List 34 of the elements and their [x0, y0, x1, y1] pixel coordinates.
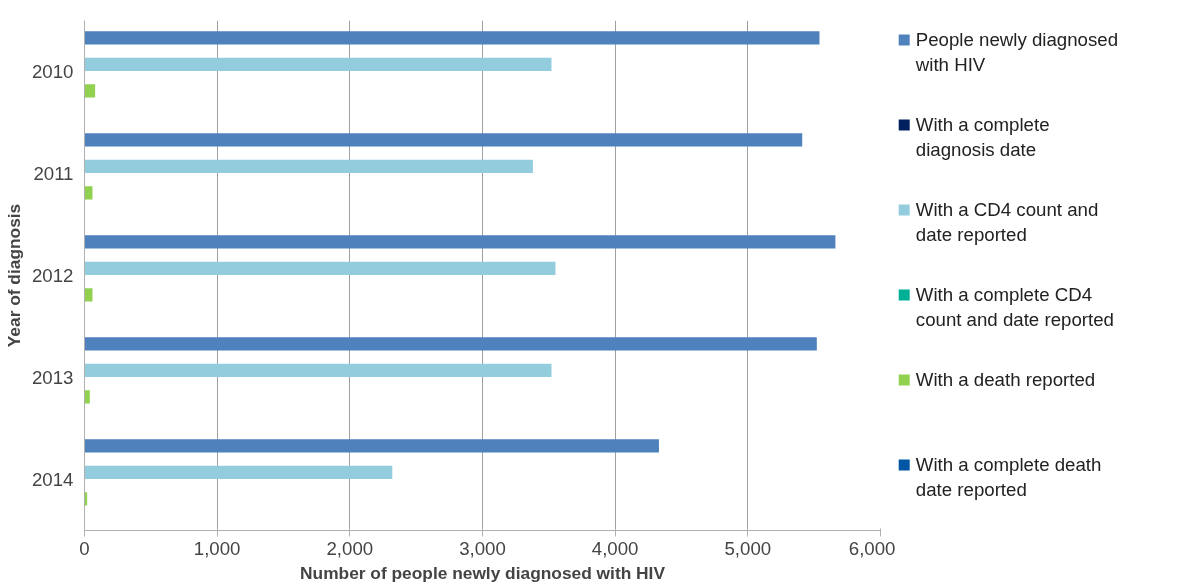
bar	[84, 261, 556, 275]
bar	[84, 186, 93, 200]
bar	[84, 159, 533, 173]
legend-label: With a CD4 count and date reported	[915, 199, 1099, 246]
bar	[84, 235, 836, 249]
x-tick-label: 1,000	[193, 537, 241, 559]
x-tick-label: 5,000	[724, 537, 772, 559]
y-axis-title: Year of diagnosis	[4, 203, 24, 348]
legend-label: With a complete diagnosis date	[915, 114, 1050, 161]
bar	[84, 288, 93, 302]
legend-label: With a complete death date reported	[915, 454, 1102, 501]
legend-label: With a death reported	[915, 369, 1096, 390]
bar	[84, 390, 90, 404]
x-tick-label: 3,000	[459, 537, 506, 559]
x-tick-label: 4,000	[591, 537, 639, 559]
bar	[84, 57, 552, 71]
bar	[84, 465, 393, 479]
x-axis-title: Number of people newly diagnosed with HIV	[300, 562, 666, 583]
bar	[84, 84, 96, 98]
y-tick-label: 2010	[32, 61, 74, 82]
bar	[84, 439, 659, 453]
y-tick-label: 2011	[33, 163, 74, 184]
x-tick-label: 0	[79, 537, 90, 559]
x-tick-label: 6,000	[848, 537, 896, 559]
x-tick-label: 2,000	[326, 537, 374, 559]
y-tick-label: 2014	[32, 469, 74, 490]
legend-label: People newly diagnosed with HIV	[914, 29, 1119, 76]
legend-label: With a complete CD4 count and date reported	[915, 284, 1114, 331]
y-tick-label: 2012	[32, 265, 74, 286]
bar	[84, 337, 817, 351]
y-tick-label: 2013	[32, 367, 74, 388]
bar	[84, 363, 552, 377]
bar	[84, 31, 820, 45]
bar	[84, 133, 803, 147]
